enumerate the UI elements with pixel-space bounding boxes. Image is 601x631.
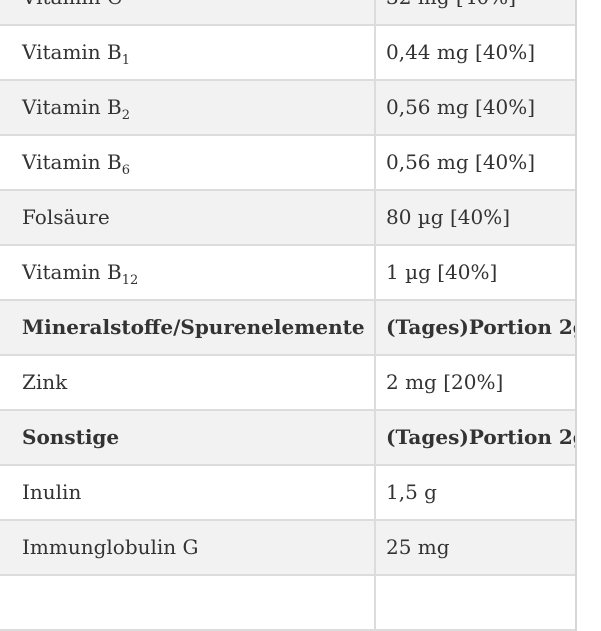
table-row: Zink 2 mg [20%]	[0, 356, 575, 411]
table-row: Inulin 1,5 g	[0, 466, 575, 521]
label-subscript: 2	[121, 108, 131, 123]
value-cell: (Tages)Portion 2g	[376, 301, 575, 354]
value-text: 1,5 g	[386, 480, 437, 504]
label-text: Folsäure	[22, 205, 110, 229]
value-text: 0,56 mg [40%]	[386, 150, 536, 174]
label-cell: Inulin	[0, 466, 376, 519]
label-text: Vitamin C	[22, 0, 122, 9]
label-cell: Zink	[0, 356, 376, 409]
value-text: 1 µg [40%]	[386, 260, 498, 284]
label-text: Vitamin B	[22, 260, 122, 284]
value-cell: 2 mg [20%]	[376, 356, 575, 409]
value-cell: 0,56 mg [40%]	[376, 81, 575, 134]
value-text: 25 mg	[386, 535, 450, 559]
label-text: Mineralstoffe/Spurenelemente	[22, 315, 365, 339]
value-cell: 25 mg	[376, 521, 575, 574]
label-text: Vitamin B	[22, 95, 122, 119]
nutrition-table: Vitamin C32 mg [40%]Vitamin B10,44 mg [4…	[0, 0, 577, 631]
label-text: Sonstige	[22, 425, 120, 449]
label-cell: Folsäure	[0, 191, 376, 244]
value-text: (Tages)Portion 2g	[386, 315, 575, 339]
table-row: Vitamin C 32 mg [40%]	[0, 0, 575, 26]
value-text: 80 µg [40%]	[386, 205, 511, 229]
label-subscript: 1	[121, 53, 131, 68]
table-row: Folsäure 80 µg [40%]	[0, 191, 575, 246]
table-row: Immunglobulin G 25 mg	[0, 521, 575, 576]
label-text: Vitamin B	[22, 150, 122, 174]
label-text: Immunglobulin G	[22, 535, 199, 559]
label-text: Zink	[22, 370, 68, 394]
label-text: Vitamin B	[22, 40, 122, 64]
table-row: Vitamin B6 0,56 mg [40%]	[0, 136, 575, 191]
label-cell: Vitamin B1	[0, 26, 376, 79]
table-row: Vitamin B2 0,56 mg [40%]	[0, 81, 575, 136]
value-text: 32 mg [40%]	[386, 0, 516, 9]
value-cell: 1 µg [40%]	[376, 246, 575, 299]
table-row: Sonstige (Tages)Portion 2g	[0, 411, 575, 466]
value-cell: 1,5 g	[376, 466, 575, 519]
table-row	[0, 576, 575, 631]
label-cell: Vitamin C	[0, 0, 376, 24]
value-text: 2 mg [20%]	[386, 370, 504, 394]
value-text: (Tages)Portion 2g	[386, 425, 575, 449]
label-cell: Immunglobulin G	[0, 521, 376, 574]
value-text: 0,56 mg [40%]	[386, 95, 536, 119]
label-cell: Vitamin B12	[0, 246, 376, 299]
value-cell: 0,56 mg [40%]	[376, 136, 575, 189]
value-cell: 32 mg [40%]	[376, 0, 575, 24]
value-cell: (Tages)Portion 2g	[376, 411, 575, 464]
label-subscript: 12	[121, 273, 139, 288]
value-cell: 80 µg [40%]	[376, 191, 575, 244]
table-row: Mineralstoffe/Spurenelemente (Tages)Porti…	[0, 301, 575, 356]
page: Vitamin C32 mg [40%]Vitamin B10,44 mg [4…	[0, 0, 577, 631]
value-cell: 0,44 mg [40%]	[376, 26, 575, 79]
label-cell: Vitamin B6	[0, 136, 376, 189]
label-text: Inulin	[22, 480, 82, 504]
label-subscript: 6	[121, 163, 131, 178]
label-cell: Mineralstoffe/Spurenelemente	[0, 301, 376, 354]
value-text: 0,44 mg [40%]	[386, 40, 536, 64]
label-cell: Vitamin B2	[0, 81, 376, 134]
table-row: Vitamin B1 0,44 mg [40%]	[0, 26, 575, 81]
label-cell	[0, 576, 376, 629]
table-row: Vitamin B12 1 µg [40%]	[0, 246, 575, 301]
label-cell: Sonstige	[0, 411, 376, 464]
